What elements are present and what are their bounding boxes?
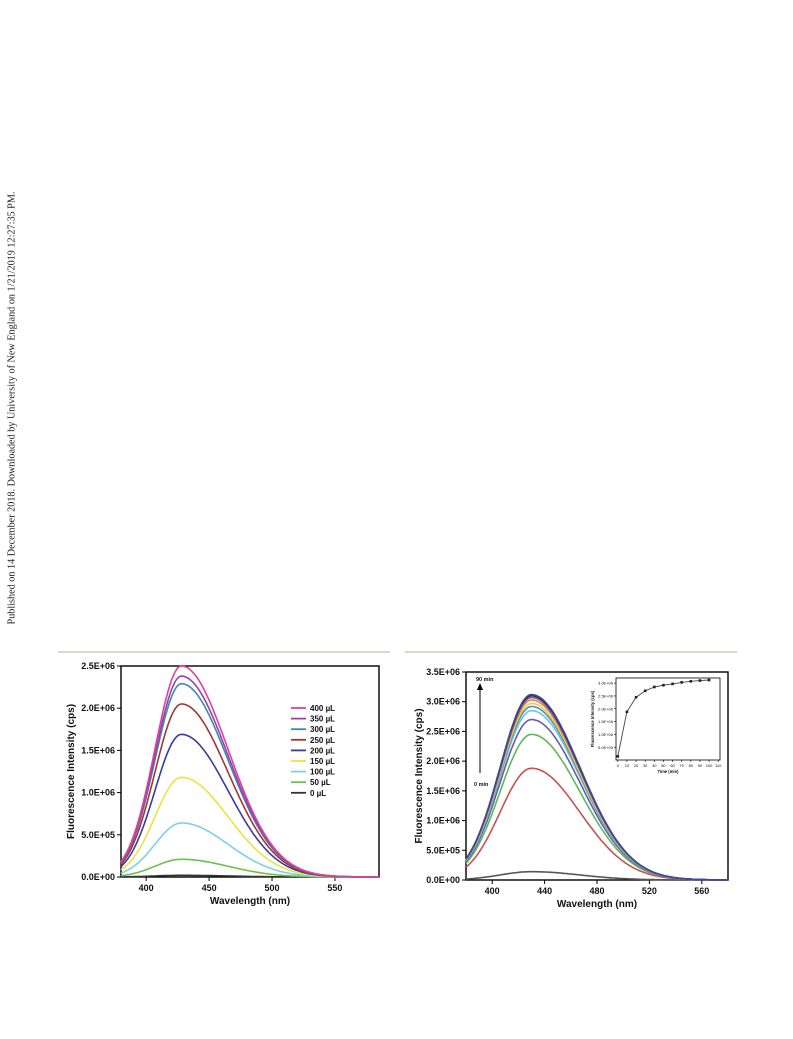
x-axis-label: Wavelength (nm) <box>557 899 637 910</box>
inset-x-tick-label: 90 <box>698 763 703 768</box>
inset-point <box>689 680 693 683</box>
inset-point <box>616 755 620 758</box>
inset-x-tick-label: 0 <box>617 763 620 768</box>
inset-point <box>625 710 629 714</box>
annotation-90-min: 90 min <box>476 677 494 683</box>
inset-x-tick-label: 60 <box>670 763 675 768</box>
inset-x-tick-label: 80 <box>689 763 694 768</box>
left-chart: 0.0E+00 5.0E+05 1.0E+06 1.5E+06 2.0E+06 2.5E+… <box>66 661 380 907</box>
y-tick-label: 2.5E+06 <box>81 661 115 671</box>
y-tick-label: 3.0E+06 <box>426 697 460 707</box>
right-chart: 0.0E+00 5.0E+05 1.0E+06 1.5E+06 2.0E+06 2.5E+… <box>414 667 729 910</box>
time-arrow-head <box>477 683 483 690</box>
inset-x-tick-label: 10 <box>625 763 630 768</box>
legend-label: 0 µL <box>310 789 326 798</box>
legend-label: 300 µL <box>310 725 335 734</box>
x-tick-label: 500 <box>265 883 280 893</box>
x-tick-label: 400 <box>139 883 154 893</box>
inset-y-tick-label: 2.0E+06 <box>598 706 614 711</box>
y-tick-label: 2.5E+06 <box>426 726 460 736</box>
inset-point <box>653 685 656 689</box>
left-panel-rule <box>58 651 390 653</box>
legend-label: 400 µL <box>310 704 335 713</box>
inset-x-tick-label: 20 <box>634 763 639 768</box>
series-line-400-l <box>120 665 379 878</box>
x-tick-label: 440 <box>537 886 552 896</box>
legend-label: 200 µL <box>310 746 335 755</box>
inset-x-tick-label: 50 <box>661 763 666 768</box>
inset-point <box>671 682 674 686</box>
series-line <box>465 693 728 881</box>
y-tick-label: 3.5E+06 <box>426 667 460 677</box>
y-tick-label: 0.0E+00 <box>81 872 115 882</box>
x-tick-label: 400 <box>485 886 500 896</box>
sidebar-note-text: Published on 14 December 2018. Downloade… <box>6 191 18 625</box>
inset-x-tick-label: 100 <box>706 763 713 768</box>
inset-y-tick-label: 1.0E+06 <box>598 732 614 737</box>
inset-x-tick-label: 70 <box>679 763 684 768</box>
x-tick-label: 450 <box>202 883 217 893</box>
y-tick-label: 1.5E+06 <box>81 745 115 755</box>
y-tick-label: 5.0E+05 <box>426 845 460 855</box>
legend-label: 350 µL <box>310 715 335 724</box>
inset-y-tick-label: 3.0E+06 <box>598 681 614 686</box>
y-tick-label: 1.0E+06 <box>81 788 115 798</box>
inset-point <box>662 683 665 687</box>
inset-y-axis-label: Fluorescence Intensity (cps) <box>590 690 595 747</box>
y-tick-label: 0.0E+00 <box>426 875 460 885</box>
y-tick-label: 1.0E+06 <box>426 816 460 826</box>
inset-frame <box>615 677 721 761</box>
inset-x-tick-label: 110 <box>715 763 722 768</box>
y-tick-label: 2.0E+06 <box>81 703 115 713</box>
x-tick-label: 550 <box>327 883 342 893</box>
legend-label: 50 µL <box>310 778 331 787</box>
sidebar-download-note: Published on 14 December 2018. Downloade… <box>0 0 24 1039</box>
y-tick-label: 2.0E+06 <box>426 756 460 766</box>
plot-frame <box>120 665 380 878</box>
y-tick-label: 1.5E+06 <box>426 786 460 796</box>
inset-x-tick-label: 30 <box>643 763 648 768</box>
x-tick-label: 520 <box>642 886 657 896</box>
y-axis-label: Fluorescence Intensity (cps) <box>414 708 425 843</box>
x-axis-label: Wavelength (nm) <box>210 896 290 907</box>
inset-point <box>634 695 638 699</box>
legend-label: 150 µL <box>310 757 335 766</box>
legend-label: 250 µL <box>310 736 335 745</box>
inset-point <box>680 681 683 684</box>
annotation-0-min: 0 min <box>474 782 489 788</box>
inset-y-tick-label: 1.5E+06 <box>598 719 614 724</box>
inset-point <box>643 689 647 693</box>
right-panel-rule <box>405 651 737 653</box>
y-axis-label: Fluorescence Intensity (cps) <box>66 704 77 839</box>
inset-point <box>707 678 711 682</box>
inset-y-tick-label: 2.5E+06 <box>598 694 614 699</box>
inset-x-axis-label: Time (min) <box>657 769 679 774</box>
y-tick-label: 5.0E+05 <box>81 830 115 840</box>
inset-x-tick-label: 40 <box>652 763 657 768</box>
inset-y-tick-label: 5.0E+05 <box>598 745 614 750</box>
inset-point <box>698 679 702 682</box>
x-tick-label: 560 <box>694 886 709 896</box>
x-tick-label: 480 <box>589 886 604 896</box>
legend-label: 100 µL <box>310 768 335 777</box>
